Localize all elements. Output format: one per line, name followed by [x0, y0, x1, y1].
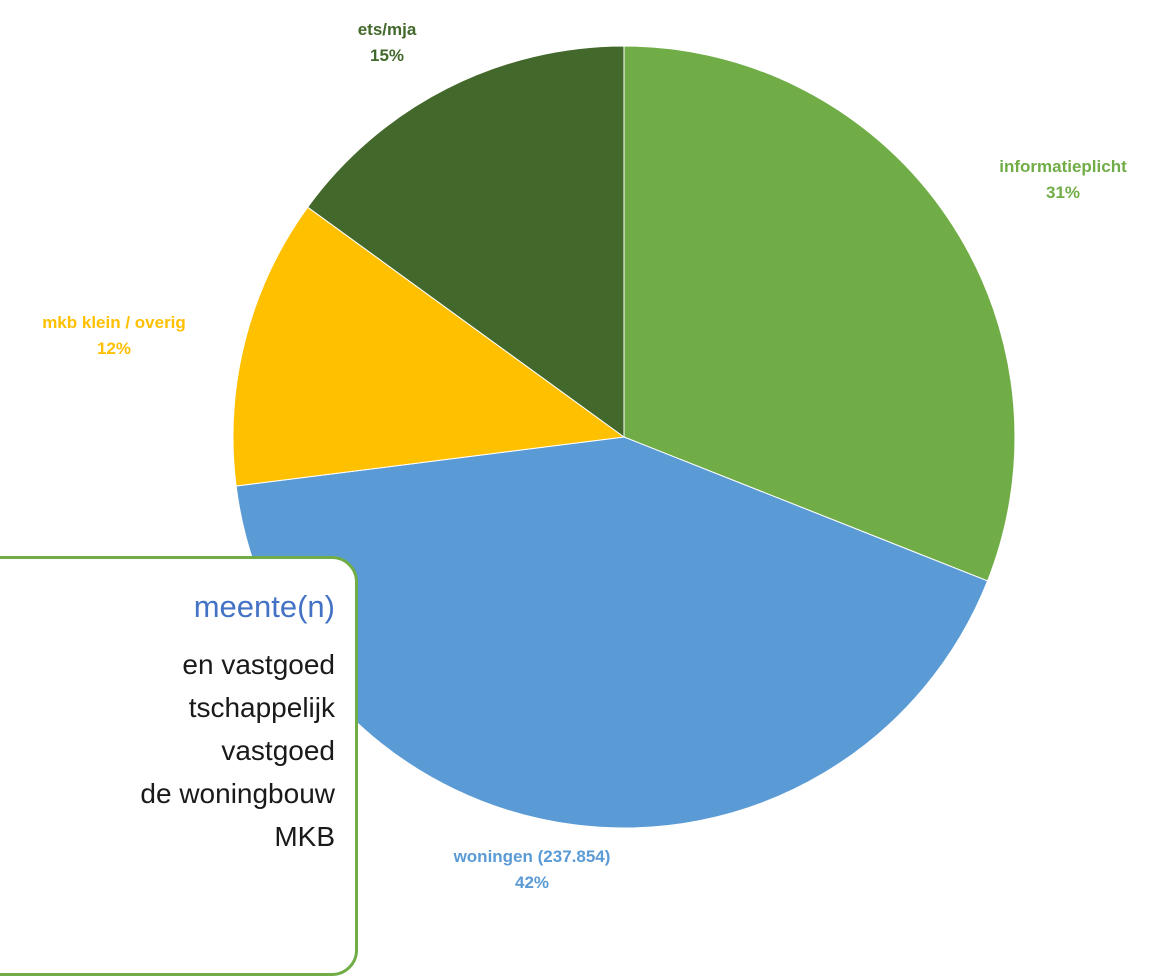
callout-line-1: en vastgoed — [182, 649, 335, 680]
pie-labels: informatieplicht 31% woningen (237.854) 42%… — [42, 20, 1127, 892]
slice-label-name: woningen (237.854) — [453, 847, 611, 866]
pie-slice-4 — [306, 45, 625, 438]
slice-label-percent: 42% — [515, 873, 549, 892]
pie-slice-3 — [232, 206, 626, 487]
callout-line-4: de woningbouw — [140, 778, 335, 809]
slice-label-percent: 31% — [1046, 183, 1080, 202]
pie-chart: informatieplicht 31% woningen (237.854) 42%… — [42, 20, 1127, 892]
callout-line-3: vastgoed — [221, 735, 335, 766]
slice-label-name: informatieplicht — [999, 157, 1127, 176]
callout-line-5: MKB — [274, 821, 335, 852]
slice-label-name: mkb klein / overig — [42, 313, 186, 332]
callout-title: meente(n) — [193, 589, 335, 624]
callout-line-2: tschappelijk — [188, 692, 335, 723]
slice-label-2: woningen (237.854) 42% — [453, 847, 611, 892]
callout-box: meente(n) en vastgoed tschappelijk vastg… — [0, 556, 358, 976]
slice-label-percent: 12% — [97, 339, 131, 358]
slice-label-1: informatieplicht 31% — [999, 157, 1127, 202]
slice-label-percent: 15% — [370, 46, 404, 65]
slice-label-4: ets/mja 15% — [358, 20, 417, 65]
slice-label-name: ets/mja — [358, 20, 417, 39]
pie-slices — [232, 45, 1016, 829]
slice-label-3: mkb klein / overig 12% — [42, 313, 186, 358]
pie-slice-1 — [623, 45, 1016, 582]
